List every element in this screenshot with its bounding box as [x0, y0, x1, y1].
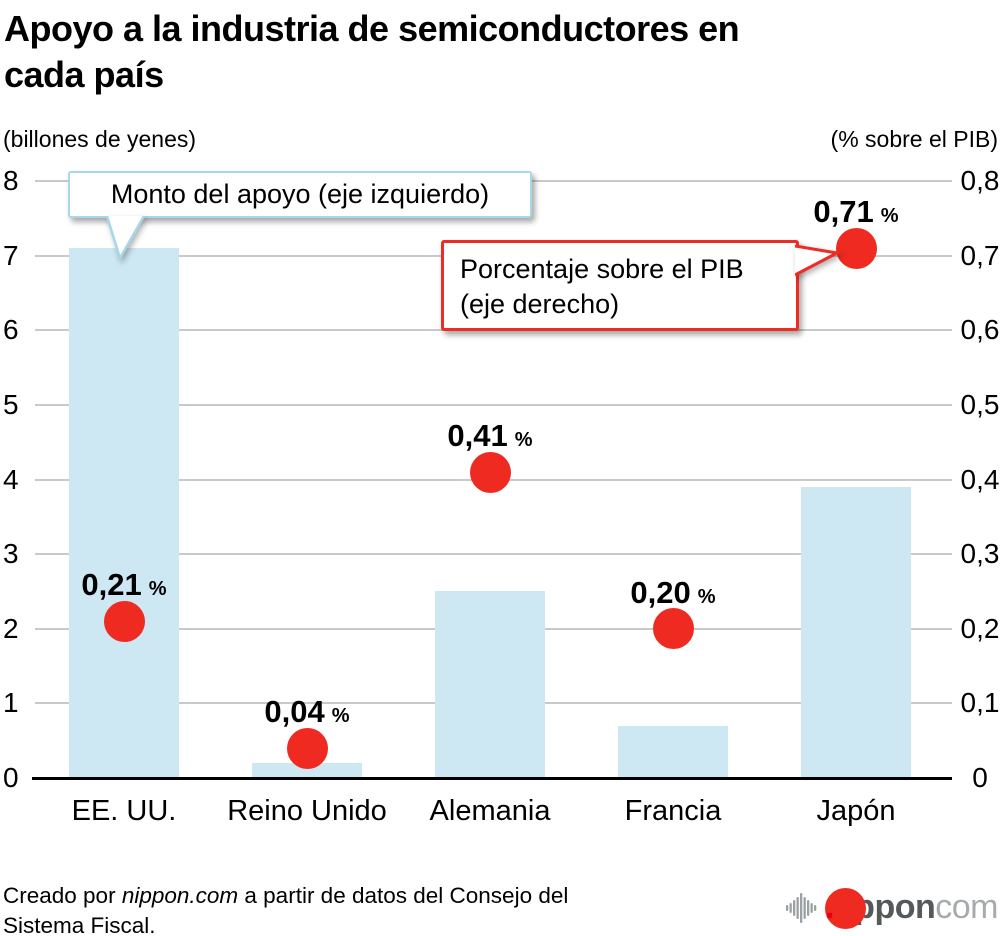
callout-dot-series: Porcentaje sobre el PIB (eje derecho)	[441, 240, 799, 331]
category-label: Reino Unido	[227, 795, 387, 827]
right-axis-tick-label: 0,6	[960, 314, 1000, 346]
source-credit-suffix: a partir de datos del Consejo del	[238, 883, 569, 908]
left-axis-tick-label: 4	[3, 463, 19, 495]
data-point-label: 0,20%	[630, 575, 715, 611]
right-axis-tick-label: 0,3	[960, 538, 1000, 570]
left-axis-tick-label: 1	[3, 687, 19, 719]
left-axis-unit-label: (billones de yenes)	[3, 126, 197, 152]
source-credit-brand: nippon.com	[121, 883, 239, 908]
callout-bar-series: Monto del apoyo (eje izquierdo)	[68, 171, 532, 218]
percent-suffix: %	[148, 578, 167, 601]
source-credit-prefix: Creado por	[3, 883, 122, 908]
data-point-value: 0,20	[630, 574, 691, 610]
percent-suffix: %	[331, 705, 350, 728]
bar	[435, 591, 545, 778]
left-axis-tick-label: 2	[3, 612, 19, 644]
callout-bar-series-label: Monto del apoyo (eje izquierdo)	[110, 179, 490, 209]
right-axis-tick-label: 0,1	[960, 687, 1000, 719]
data-point-label: 0,04%	[264, 694, 349, 730]
right-axis-unit-label: (% sobre el PIB)	[830, 126, 998, 152]
logo-dot: .	[824, 888, 866, 929]
right-axis-tick-label: 0	[972, 762, 988, 793]
left-axis-tick-label: 5	[3, 388, 19, 420]
data-point-dot	[469, 451, 511, 493]
category-label: Japón	[816, 795, 896, 827]
logo-tld: com	[935, 888, 998, 926]
data-point-dot	[835, 227, 877, 269]
source-credit: Creado por nippon.com a partir de datos …	[3, 881, 683, 936]
right-axis-tick-label: 0,5	[960, 388, 1000, 420]
data-point-value: 0,21	[81, 567, 142, 603]
data-point-label: 0,71%	[813, 194, 898, 230]
nippon-com-logo: nippon. com	[785, 888, 998, 929]
left-axis-tick-label: 3	[3, 538, 19, 570]
data-point-label: 0,21%	[81, 567, 166, 603]
bar	[252, 763, 362, 778]
callout-bar-tail-pointer	[105, 215, 146, 261]
soundwave-logo-icon	[785, 892, 817, 923]
callout-dot-series-line-2: (eje derecho)	[460, 289, 620, 319]
data-point-value: 0,41	[447, 418, 508, 454]
data-point-dot	[652, 608, 694, 650]
left-axis-tick-label: 7	[3, 239, 19, 271]
percent-suffix: %	[880, 205, 899, 228]
right-axis-tick-label: 0,8	[960, 165, 1000, 196]
left-axis-tick-label: 8	[3, 165, 19, 196]
data-point-dot	[103, 600, 145, 642]
bar	[618, 725, 728, 778]
callout-dot-tail-pointer	[795, 244, 841, 277]
data-point-label: 0,41%	[447, 418, 532, 454]
left-axis-tick-label: 0	[3, 762, 19, 793]
chart-title-line-2: cada país	[4, 54, 164, 95]
right-axis-tick-label: 0,7	[960, 239, 1000, 271]
percent-suffix: %	[697, 585, 716, 608]
callout-dot-series-line-1: Porcentaje sobre el PIB	[460, 254, 744, 284]
bar	[801, 486, 911, 778]
data-point-value: 0,04	[264, 694, 325, 730]
data-point-value: 0,71	[813, 194, 874, 230]
data-point-dot	[286, 727, 328, 769]
chart-title-line-1: Apoyo a la industria de semiconductores …	[4, 8, 740, 49]
x-axis-baseline	[32, 776, 952, 780]
percent-suffix: %	[514, 429, 533, 452]
gridline	[35, 553, 952, 556]
bar	[69, 248, 179, 778]
left-axis-tick-label: 6	[3, 314, 19, 346]
category-label: Alemania	[429, 795, 551, 827]
category-label: Francia	[624, 795, 722, 827]
chart-title: Apoyo a la industria de semiconductores …	[4, 6, 864, 98]
source-credit-line-2: Sistema Fiscal.	[3, 913, 156, 936]
category-label: EE. UU.	[71, 795, 177, 827]
gridline	[35, 403, 952, 406]
right-axis-tick-label: 0,4	[960, 463, 1000, 495]
right-axis-tick-label: 0,2	[960, 612, 1000, 644]
